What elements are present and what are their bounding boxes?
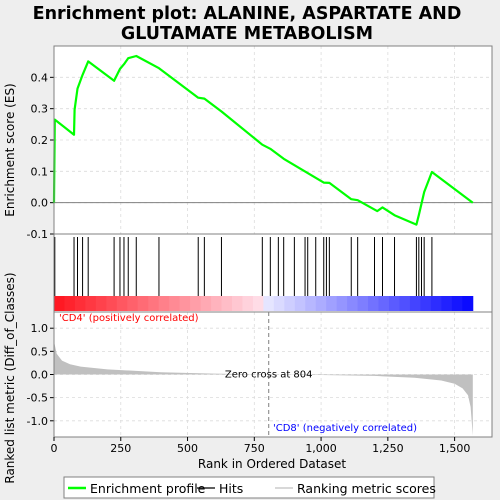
- rank-panel: -1.0 -0.5 0.0 0.5 1.0 Zero cross at 804 'CD4' …: [27, 311, 493, 455]
- rank-y-tick-label: 1.0: [31, 322, 49, 335]
- es-y-tick-label: 0.0: [31, 197, 49, 210]
- rank-color-band-segment: [347, 296, 359, 311]
- legend: Enrichment profile Hits Ranking metric sco…: [63, 476, 436, 499]
- rank-color-band-segment: [179, 296, 191, 311]
- rank-color-band-segment: [221, 296, 233, 311]
- rank-color-band-segment: [252, 296, 264, 311]
- rank-color-band-segment: [127, 296, 139, 311]
- rank-color-band-segment: [315, 296, 327, 311]
- rank-color-band-segment: [190, 296, 202, 311]
- rank-color-band-segment: [305, 296, 317, 311]
- rank-color-band-segment: [95, 296, 107, 311]
- x-tick-label: 750: [244, 442, 265, 455]
- rank-color-band-segment: [54, 296, 65, 311]
- rank-color-band-segment: [242, 296, 254, 311]
- rank-color-band-segment: [389, 296, 400, 311]
- rank-color-band-segment: [441, 296, 453, 311]
- legend-label: Hits: [219, 481, 243, 496]
- legend-label: Ranking metric scores: [297, 481, 436, 496]
- rank-color-band-segment: [200, 296, 212, 311]
- rank-plot-border: [53, 311, 493, 438]
- rank-color-band-segment: [263, 296, 275, 311]
- rank-color-band-segment: [74, 296, 86, 311]
- rank-color-band-segment: [158, 296, 170, 311]
- zero-cross-label: Zero cross at 804: [225, 370, 313, 381]
- rank-color-band-segment: [336, 296, 348, 311]
- rank-y-tick-label: 0.0: [31, 369, 49, 382]
- rank-color-band-segment: [430, 296, 442, 311]
- x-tick-label: 1,000: [305, 442, 337, 455]
- rank-color-band-segment: [368, 296, 380, 311]
- rank-color-band-segment: [378, 296, 390, 311]
- rank-y-tick-label: 0.5: [31, 345, 49, 358]
- es-panel: -0.1 0.0 0.1 0.2 0.3 0.4: [27, 45, 493, 241]
- rank-y-tick-label: -0.5: [27, 392, 48, 405]
- rank-color-band-segment: [169, 296, 181, 311]
- rank-y-tick-label: -1.0: [27, 415, 48, 428]
- rank-color-band-segment: [64, 296, 76, 311]
- es-y-tick-label: 0.2: [31, 134, 49, 147]
- es-y-tick-label: -0.1: [27, 228, 48, 241]
- rank-color-band-segment: [273, 296, 285, 311]
- rank-color-band-segment: [462, 296, 474, 311]
- rank-color-band-segment: [137, 296, 149, 311]
- x-tick-label: 1,500: [439, 442, 471, 455]
- rank-color-band-segment: [357, 296, 369, 311]
- x-axis-label: Rank in Ordered Dataset: [198, 457, 346, 471]
- legend-label: Enrichment profile: [90, 481, 206, 496]
- rank-color-band-segment: [85, 296, 97, 311]
- es-y-tick-label: 0.4: [31, 71, 49, 84]
- rank-color-band-segment: [451, 296, 463, 311]
- rank-color-band-segment: [211, 296, 223, 311]
- es-y-axis-label: Enrichment score (ES): [3, 83, 17, 216]
- x-tick-label: 0: [51, 442, 58, 455]
- x-tick-label: 250: [110, 442, 131, 455]
- rank-color-band-segment: [284, 296, 296, 311]
- rank-color-band-segment: [420, 296, 432, 311]
- hits-panel: [53, 233, 493, 313]
- legend-box: [63, 476, 435, 499]
- es-y-tick-label: 0.1: [31, 165, 49, 178]
- x-tick-label: 1,250: [372, 442, 404, 455]
- rank-y-axis-label: Ranked list metric (Diff_of_Classes): [3, 272, 17, 483]
- rank-color-band-segment: [148, 296, 160, 311]
- enrichment-profile-line: [52, 54, 474, 226]
- es-y-tick-label: 0.3: [31, 103, 49, 116]
- chart-title-line1: Enrichment plot: ALANINE, ASPARTATE AND: [33, 4, 462, 24]
- positive-class-label: 'CD4' (positively correlated): [59, 313, 199, 324]
- negative-class-label: 'CD8' (negatively correlated): [273, 423, 417, 434]
- rank-color-band-segment: [294, 296, 306, 311]
- rank-color-band-segment: [399, 296, 411, 311]
- x-tick-label: 500: [177, 442, 198, 455]
- rank-color-band-segment: [231, 296, 243, 311]
- rank-color-band-segment: [116, 296, 128, 311]
- chart-title-line2: GLUTAMATE METABOLISM: [121, 24, 373, 44]
- rank-color-band-segment: [409, 296, 421, 311]
- rank-color-band-segment: [326, 296, 338, 311]
- rank-color-band-segment: [106, 296, 118, 311]
